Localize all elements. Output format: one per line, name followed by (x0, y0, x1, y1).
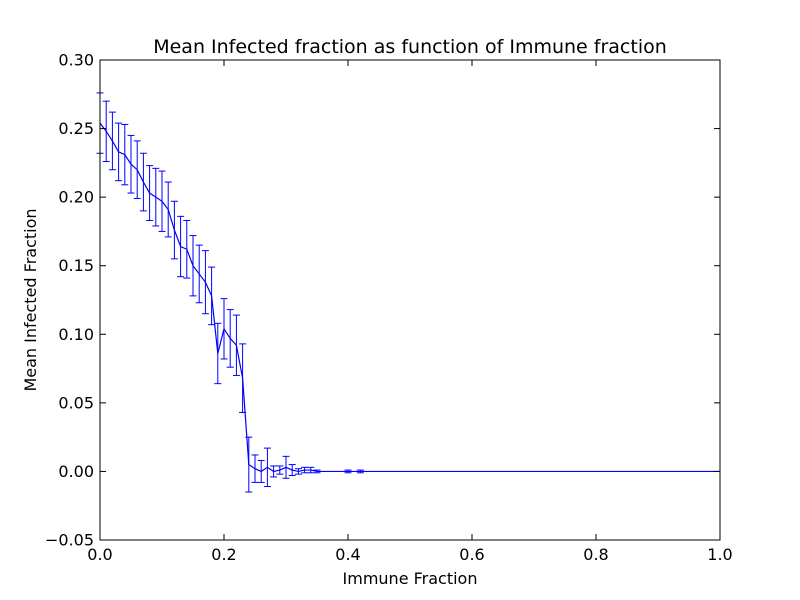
x-axis-label: Immune Fraction (343, 569, 478, 588)
x-tick-label: 0.2 (211, 545, 236, 564)
data-line (99, 122, 720, 473)
y-axis-label: Mean Infected Fraction (21, 208, 40, 391)
y-tick-label: −0.05 (45, 531, 94, 550)
x-tick-label: 0.6 (459, 545, 484, 564)
y-tick-label: 0.00 (58, 462, 94, 481)
axes-frame (99, 59, 721, 541)
y-tick-label: 0.20 (58, 188, 94, 207)
y-tick-label: 0.25 (58, 119, 94, 138)
x-tick-label: 1.0 (707, 545, 732, 564)
y-tick-label: 0.05 (58, 393, 94, 412)
x-tick-label: 0.8 (583, 545, 608, 564)
y-tick-label: 0.10 (58, 325, 94, 344)
plot-area: 0.0 0.2 0.4 0.6 0.8 1.0 −0.05 0.00 0.05 0.10 0.15 0… (45, 51, 733, 565)
x-tick-label: 0.0 (87, 545, 112, 564)
y-tick-label: 0.30 (58, 51, 94, 70)
x-tick-label: 0.4 (335, 545, 360, 564)
y-tick-label: 0.15 (58, 256, 94, 275)
chart-title: Mean Infected fraction as function of Im… (153, 36, 667, 58)
